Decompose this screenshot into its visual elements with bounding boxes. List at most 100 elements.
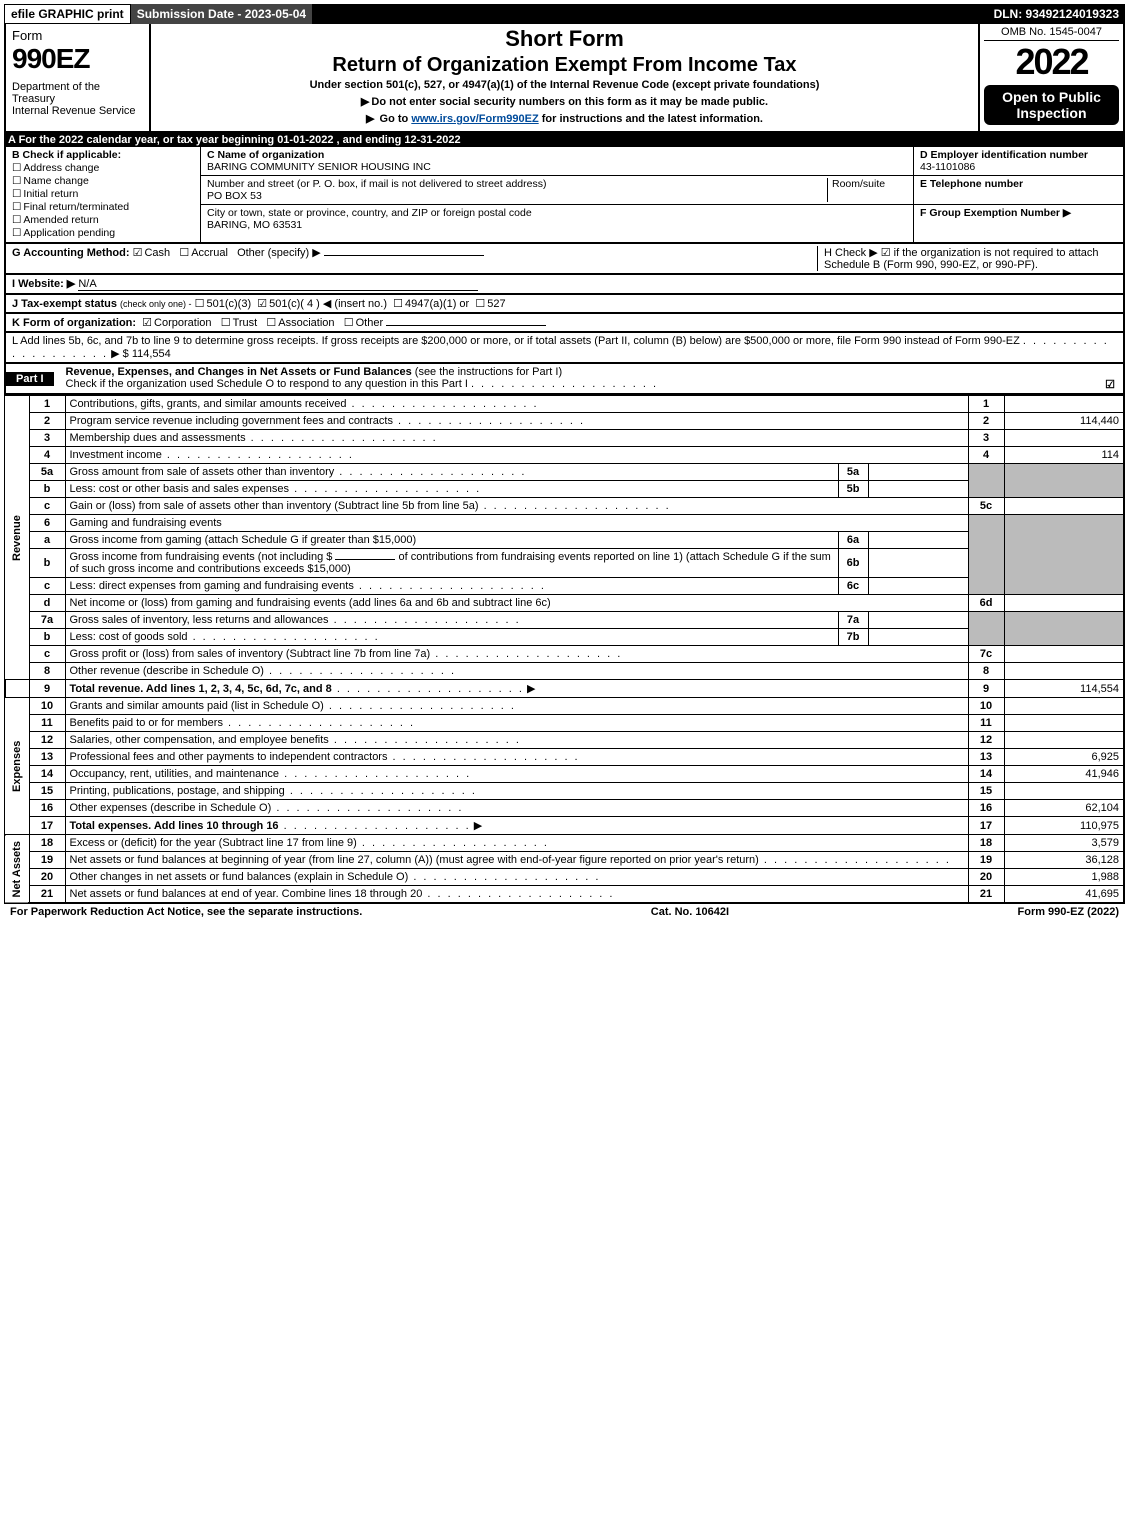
val-6d (1004, 595, 1124, 612)
footer-left: For Paperwork Reduction Act Notice, see … (10, 906, 362, 918)
street-value: PO BOX 53 (207, 190, 827, 202)
g-other-label: Other (specify) ▶ (237, 247, 321, 259)
k-label: K Form of organization: (12, 317, 136, 329)
input-6b-amount[interactable] (335, 559, 395, 560)
c-name-label: C Name of organization (207, 149, 907, 161)
val-13: 6,925 (1004, 749, 1124, 766)
desc-20: Other changes in net assets or fund bala… (70, 871, 409, 883)
desc-1: Contributions, gifts, grants, and simila… (70, 398, 347, 410)
desc-7b: Less: cost of goods sold (70, 631, 188, 643)
goto-line: Go to www.irs.gov/Form990EZ for instruct… (155, 112, 974, 125)
k-trust-label: Trust (233, 317, 258, 329)
val-9: 114,554 (1004, 680, 1124, 698)
short-form-title: Short Form (155, 26, 974, 52)
desc-16: Other expenses (describe in Schedule O) (70, 802, 272, 814)
k-corp-label: Corporation (154, 317, 211, 329)
k-other-input[interactable] (386, 325, 546, 326)
h-check: H Check ▶ ☑ if the organization is not r… (817, 246, 1117, 271)
val-12 (1004, 732, 1124, 749)
part-i-schedule-o-check[interactable] (1105, 378, 1117, 391)
no-ssn-line: Do not enter social security numbers on … (155, 95, 974, 108)
val-6b (868, 549, 968, 578)
val-7c (1004, 646, 1124, 663)
tax-year: 2022 (984, 41, 1119, 83)
desc-5b: Less: cost or other basis and sales expe… (70, 483, 290, 495)
vtab-revenue: Revenue (5, 396, 29, 680)
j-501c3[interactable] (195, 298, 207, 310)
part-i-title: Revenue, Expenses, and Changes in Net As… (60, 364, 1123, 393)
val-6c (868, 578, 968, 595)
desc-5a: Gross amount from sale of assets other t… (70, 466, 335, 478)
g-other-input[interactable] (324, 255, 484, 256)
d-label: D Employer identification number (920, 149, 1117, 161)
submission-date: Submission Date - 2023-05-04 (131, 4, 314, 24)
ein-value: 43-1101086 (920, 161, 1117, 173)
top-bar: efile GRAPHIC print Submission Date - 20… (4, 4, 1125, 24)
chk-address-change[interactable]: Address change (12, 162, 194, 174)
desc-15: Printing, publications, postage, and shi… (70, 785, 285, 797)
chk-final-return[interactable]: Final return/terminated (12, 201, 194, 213)
line-a-calendar-year: A For the 2022 calendar year, or tax yea… (4, 133, 1125, 147)
k-assoc[interactable] (266, 317, 278, 329)
goto-pre: Go to (380, 113, 412, 125)
val-16: 62,104 (1004, 800, 1124, 817)
k-other[interactable] (344, 317, 356, 329)
k-corp[interactable] (142, 317, 154, 329)
dept-treasury: Department of the Treasury (12, 81, 143, 105)
desc-6c: Less: direct expenses from gaming and fu… (70, 580, 354, 592)
website-value: N/A (78, 278, 478, 291)
desc-7a: Gross sales of inventory, less returns a… (70, 614, 329, 626)
g-cash[interactable] (133, 247, 145, 259)
desc-2: Program service revenue including govern… (70, 415, 393, 427)
desc-19: Net assets or fund balances at beginning… (70, 854, 759, 866)
efile-graphic-print[interactable]: efile GRAPHIC print (4, 4, 131, 24)
val-6a (868, 532, 968, 549)
val-7a (868, 612, 968, 629)
desc-7c: Gross profit or (loss) from sales of inv… (70, 648, 431, 660)
g-accrual[interactable] (179, 247, 191, 259)
part-i-header: Part I Revenue, Expenses, and Changes in… (4, 364, 1125, 395)
vtab-expenses: Expenses (5, 698, 29, 835)
val-18: 3,579 (1004, 835, 1124, 852)
val-5a (868, 464, 968, 481)
g-label: G Accounting Method: (12, 247, 130, 259)
desc-3: Membership dues and assessments (70, 432, 246, 444)
chk-initial-return[interactable]: Initial return (12, 188, 194, 200)
val-11 (1004, 715, 1124, 732)
j-label: J Tax-exempt status (12, 298, 117, 310)
return-title: Return of Organization Exempt From Incom… (155, 54, 974, 77)
irs-link[interactable]: www.irs.gov/Form990EZ (411, 113, 538, 125)
footer-right: Form 990-EZ (2022) (1018, 906, 1119, 918)
j-501c3-label: 501(c)(3) (206, 298, 251, 310)
line-g-h: G Accounting Method: Cash Accrual Other … (4, 244, 1125, 275)
d-ein-box: D Employer identification number 43-1101… (914, 147, 1123, 176)
topbar-spacer (314, 4, 987, 24)
j-501c[interactable] (257, 298, 269, 310)
desc-6: Gaming and fundraising events (70, 517, 222, 529)
j-4947[interactable] (393, 298, 405, 310)
block-b-through-f: B Check if applicable: Address change Na… (4, 147, 1125, 244)
val-14: 41,946 (1004, 766, 1124, 783)
vtab-net-assets: Net Assets (5, 835, 29, 904)
chk-application-pending[interactable]: Application pending (12, 227, 194, 239)
val-1 (1004, 396, 1124, 413)
desc-11: Benefits paid to or for members (70, 717, 223, 729)
org-name: BARING COMMUNITY SENIOR HOUSING INC (207, 161, 907, 173)
j-527[interactable] (475, 298, 487, 310)
line-k: K Form of organization: Corporation Trus… (4, 314, 1125, 333)
room-suite: Room/suite (827, 178, 907, 202)
part-i-table: Revenue 1 Contributions, gifts, grants, … (4, 395, 1125, 904)
city-box: City or town, state or province, country… (201, 205, 913, 233)
chk-amended-return[interactable]: Amended return (12, 214, 194, 226)
form-label: Form (12, 28, 143, 43)
open-to-public: Open to Public Inspection (984, 85, 1119, 125)
j-sub: (check only one) - (120, 299, 192, 309)
val-21: 41,695 (1004, 886, 1124, 904)
k-trust[interactable] (221, 317, 233, 329)
under-section: Under section 501(c), 527, or 4947(a)(1)… (155, 79, 974, 91)
desc-9: Total revenue. Add lines 1, 2, 3, 4, 5c,… (70, 683, 332, 695)
chk-name-change[interactable]: Name change (12, 175, 194, 187)
desc-17: Total expenses. Add lines 10 through 16 (70, 820, 279, 832)
val-7b (868, 629, 968, 646)
no-ssn-text: Do not enter social security numbers on … (371, 96, 768, 108)
